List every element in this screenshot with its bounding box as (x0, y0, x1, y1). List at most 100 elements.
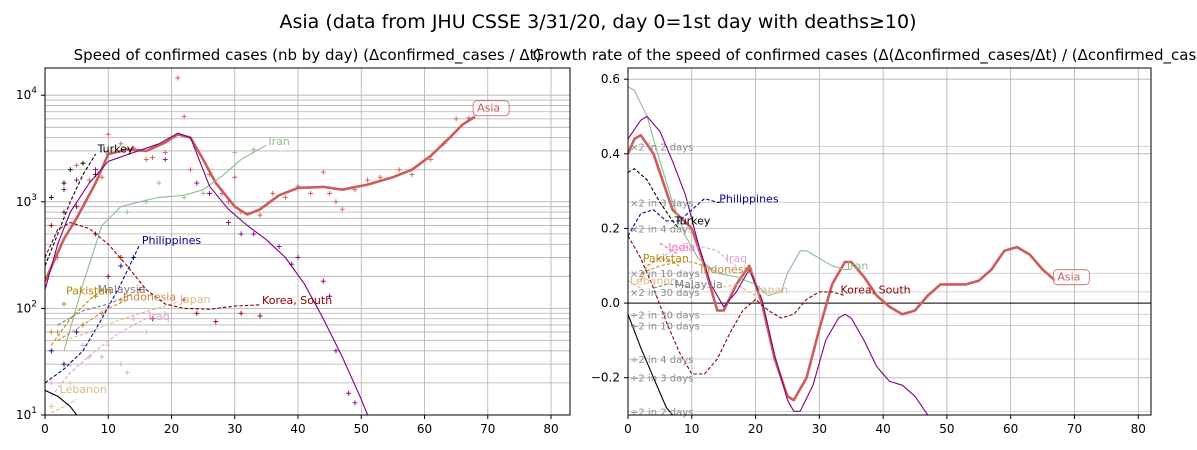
scatter-point (396, 167, 402, 173)
x-tick-label: 0 (41, 422, 49, 436)
series-line-lebanon (628, 280, 642, 289)
scatter-point (150, 316, 156, 322)
scatter-point (61, 301, 67, 307)
series-line-indonesia (57, 299, 128, 341)
x-tick-label: 80 (1131, 422, 1146, 436)
doubling-label: ×2 in 3 days (630, 198, 693, 209)
scatter-point (295, 255, 301, 261)
series-line-asia (628, 133, 1057, 402)
scatter-point (67, 380, 73, 386)
series-label-iraq: Iraq (148, 310, 170, 323)
scatter-point (181, 297, 187, 303)
scatter-point (48, 329, 54, 335)
scatter-point (200, 190, 206, 196)
scatter-point (327, 190, 333, 196)
scatter-point (124, 370, 130, 376)
scatter-point (74, 162, 80, 168)
scatter-point (74, 329, 80, 335)
grid (44, 68, 570, 416)
scatter-point (48, 194, 54, 200)
series-line-iraq (50, 318, 147, 397)
scatter-point (320, 169, 326, 175)
scatter-point (86, 354, 92, 360)
plot-area (628, 86, 1151, 415)
axes-frame (627, 67, 1152, 416)
scatter-point (131, 316, 137, 322)
scatter-point (99, 174, 105, 180)
scatter-point (80, 342, 86, 348)
series-label-philippines: Philippines (142, 234, 202, 247)
series-label-turkey: Turkey (674, 215, 711, 228)
scatter-point (105, 131, 111, 137)
series-label-indonesia: Indonesia (123, 291, 176, 304)
scatter-point (80, 160, 86, 166)
scatter-point (74, 204, 80, 210)
scatter-point (61, 187, 67, 193)
doubling-label: ÷2 in 10 days (630, 321, 700, 332)
scatter-point (194, 310, 200, 316)
doubling-label: ÷2 in 4 days (630, 355, 693, 366)
series-label-indonesia: Indonesia (700, 263, 753, 276)
scatter-point (156, 180, 162, 186)
scatter-point (352, 400, 358, 406)
scatter-point (99, 354, 105, 360)
series-line-malaysia (653, 283, 699, 289)
x-tick-label: 70 (1067, 422, 1082, 436)
series-line-turkey (45, 153, 97, 267)
series-label-korea-south: Korea, South (262, 294, 332, 307)
scatter-point (143, 329, 149, 335)
scatter-point (276, 244, 282, 250)
series-label-iran: Iran (847, 259, 869, 272)
scatter-point (105, 222, 111, 228)
scatter-point (308, 190, 314, 196)
right-panel: Growth rate of the speed of confirmed ca… (533, 46, 1197, 436)
series-line-philippines (45, 243, 141, 384)
series-line-iraq (659, 246, 737, 267)
scatter-point (232, 150, 238, 156)
series-line-pakistan (50, 289, 103, 346)
scatter-point (61, 361, 67, 367)
scatter-point (162, 150, 168, 156)
scatter-point (48, 222, 54, 228)
panel-title: Speed of confirmed cases (nb by day) (Δc… (74, 46, 542, 65)
y-tick-label: 0.0 (601, 296, 620, 310)
y-tick-label: 101 (16, 406, 37, 422)
scatter-point (238, 310, 244, 316)
series-label-philippines: Philippines (719, 192, 779, 205)
series-line-japan (63, 301, 178, 342)
y-tick-label: 0.4 (601, 147, 620, 161)
scatter-point (346, 390, 352, 396)
scatter-point (194, 180, 200, 186)
scatter-point (225, 219, 231, 225)
scatter-point (333, 348, 339, 354)
x-tick-label: 40 (290, 422, 305, 436)
scatter-point (48, 404, 54, 410)
series-label-turkey: Turkey (97, 143, 134, 156)
series-line-korea-south (45, 221, 261, 310)
series-label-box (1052, 269, 1090, 286)
series-label-iran: Iran (268, 135, 290, 148)
scatter-point (320, 278, 326, 284)
scatter-point (105, 342, 111, 348)
x-tick-label: 80 (543, 422, 558, 436)
doubling-label: ÷2 in 30 days (630, 310, 700, 321)
scatter-point (365, 177, 371, 183)
scatter-point (61, 180, 67, 186)
series-label-asia: Asia (1057, 271, 1080, 284)
x-tick-label: 10 (684, 422, 699, 436)
x-tick-label: 10 (101, 422, 116, 436)
doubling-label: ÷2 in 3 days (630, 374, 693, 385)
series-label-malaysia: Malaysia (98, 283, 146, 296)
series-label-japan: Japan (179, 293, 211, 306)
series-label-pakistan: Pakistan (66, 285, 112, 298)
scatter-point (137, 287, 143, 293)
series-line-korea-south (628, 235, 846, 375)
scatter-point (118, 263, 124, 269)
series-line-unnamed (628, 314, 674, 415)
x-tick-label: 70 (480, 422, 495, 436)
scatter-point (238, 231, 244, 237)
doubling-label: ×2 in 4 days (630, 224, 693, 235)
scatter-point (48, 348, 54, 354)
figure-title: Asia (data from JHU CSSE 3/31/20, day 0=… (279, 11, 916, 33)
